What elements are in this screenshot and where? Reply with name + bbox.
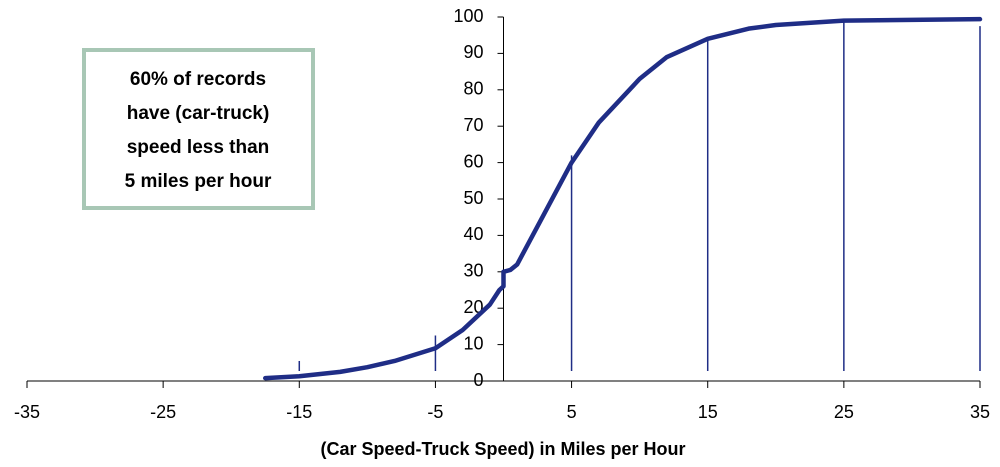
annotation-line: speed less than <box>127 137 270 158</box>
annotation-line: 5 miles per hour <box>125 171 272 192</box>
y-tick-label: 100 <box>453 6 483 26</box>
x-tick-label: 25 <box>834 402 854 422</box>
y-tick-label: 10 <box>463 333 483 353</box>
x-tick-label: -25 <box>150 402 176 422</box>
y-tick-label: 70 <box>463 115 483 135</box>
x-tick-label: -15 <box>286 402 312 422</box>
y-tick-label: 80 <box>463 79 483 99</box>
data-line <box>263 16 983 381</box>
annotation-line: 60% of records <box>130 69 266 90</box>
x-tick-label: -5 <box>427 402 443 422</box>
y-tick-label: 30 <box>463 261 483 281</box>
x-tick-label: 5 <box>567 402 577 422</box>
y-tick-label: 20 <box>463 297 483 317</box>
y-tick-label: 40 <box>463 224 483 244</box>
x-tick-label: 35 <box>970 402 990 422</box>
x-axis-label: (Car Speed-Truck Speed) in Miles per Hou… <box>320 439 685 459</box>
y-tick-label: 50 <box>463 188 483 208</box>
y-tick-label: 0 <box>473 370 483 390</box>
x-tick-label: -35 <box>14 402 40 422</box>
annotation-box <box>82 48 315 210</box>
annotation-line: have (car-truck) <box>127 103 270 124</box>
x-tick-label: 15 <box>698 402 718 422</box>
y-tick-label: 90 <box>463 42 483 62</box>
y-tick-label: 60 <box>463 151 483 171</box>
